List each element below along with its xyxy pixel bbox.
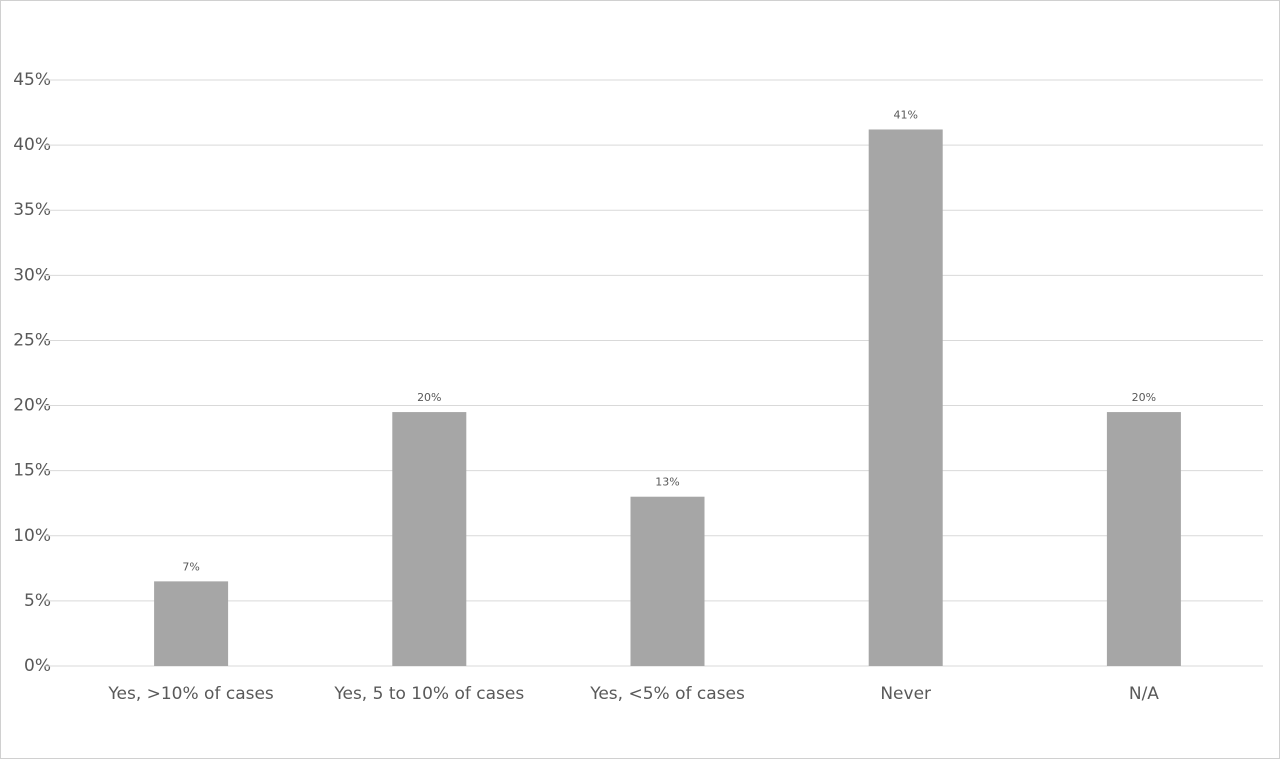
x-tick-label: Never: [880, 684, 931, 704]
x-tick-label: Yes, <5% of cases: [589, 684, 745, 704]
bar: [630, 496, 705, 666]
bar: [392, 412, 467, 666]
y-tick-label: 15%: [13, 461, 51, 481]
y-tick-label: 45%: [13, 70, 51, 90]
x-tick-label: N/A: [1129, 684, 1159, 704]
y-tick-label: 5%: [24, 591, 51, 611]
bar: [868, 129, 943, 667]
y-tick-label: 10%: [13, 526, 51, 546]
data-label: 13%: [655, 476, 679, 489]
x-tick-label: Yes, 5 to 10% of cases: [333, 684, 524, 704]
data-label: 7%: [182, 560, 199, 573]
y-tick-label: 25%: [13, 330, 51, 350]
y-tick-label: 35%: [13, 200, 51, 220]
data-label: 20%: [417, 391, 441, 404]
y-tick-label: 30%: [13, 265, 51, 285]
data-label: 41%: [893, 108, 917, 121]
y-tick-label: 0%: [24, 656, 51, 676]
y-tick-label: 20%: [13, 396, 51, 416]
bar: [154, 581, 229, 666]
bar: [1106, 412, 1181, 666]
x-tick-label: Yes, >10% of cases: [107, 684, 274, 704]
y-tick-label: 40%: [13, 135, 51, 155]
data-label: 20%: [1132, 391, 1156, 404]
